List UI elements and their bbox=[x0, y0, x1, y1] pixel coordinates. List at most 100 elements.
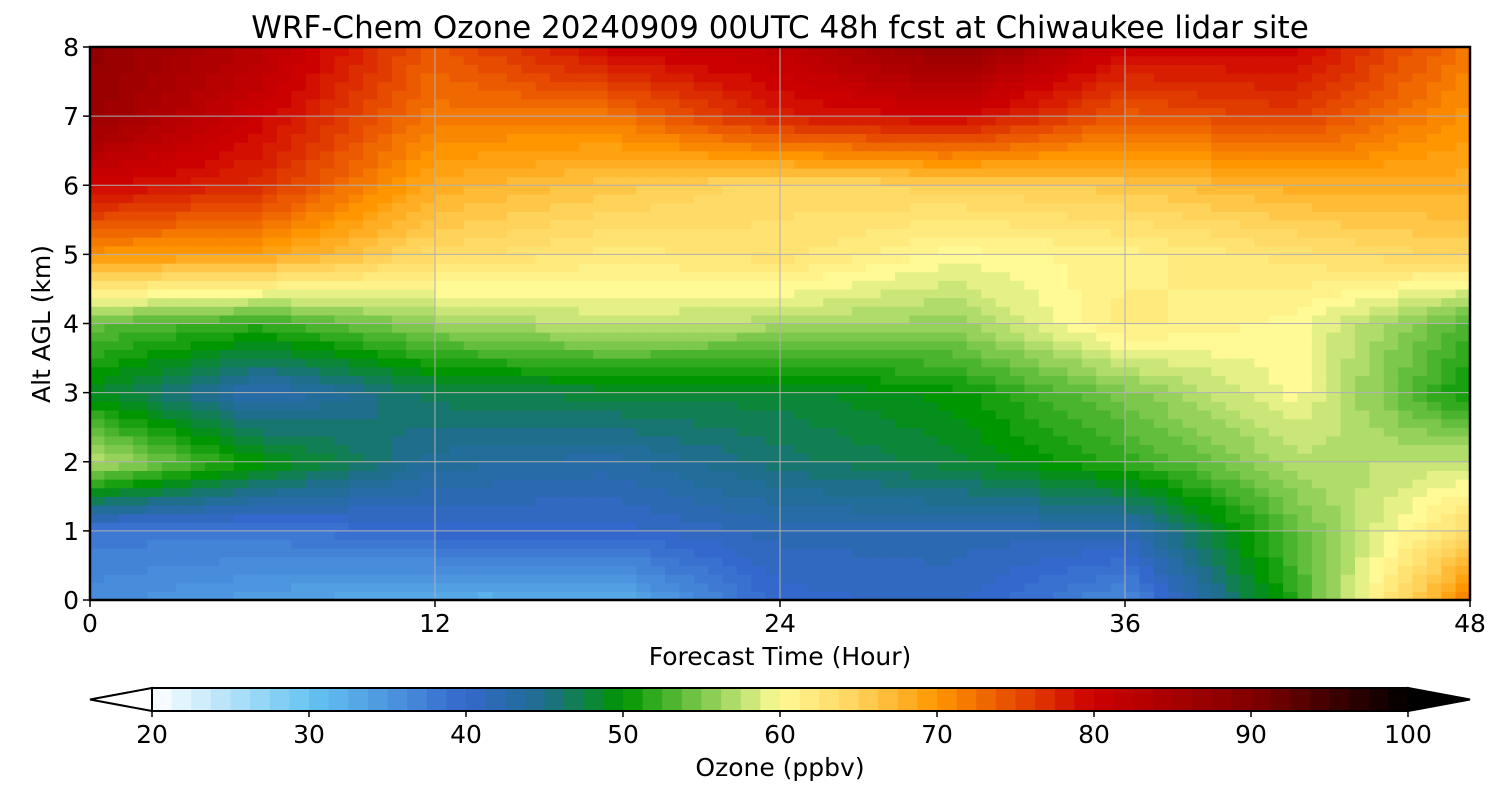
ozone-cell bbox=[334, 522, 350, 532]
ozone-cell bbox=[1182, 176, 1198, 186]
ozone-cell bbox=[118, 228, 134, 238]
ozone-cell bbox=[90, 556, 105, 567]
ozone-cell bbox=[478, 582, 494, 592]
ozone-cell bbox=[449, 349, 465, 359]
ozone-cell bbox=[837, 297, 853, 307]
ozone-cell bbox=[909, 150, 925, 160]
ozone-cell bbox=[334, 193, 350, 204]
ozone-cell bbox=[966, 409, 982, 420]
ozone-cell bbox=[995, 55, 1011, 65]
ozone-cell bbox=[736, 383, 752, 394]
ozone-cell bbox=[1096, 124, 1112, 135]
ozone-cell bbox=[1168, 539, 1184, 549]
ozone-cell bbox=[190, 383, 206, 394]
ozone-cell bbox=[147, 332, 163, 342]
ozone-cell bbox=[1067, 90, 1083, 100]
ozone-cell bbox=[118, 418, 134, 428]
ozone-cell bbox=[679, 418, 695, 428]
ozone-cell bbox=[420, 591, 436, 600]
ozone-cell bbox=[1067, 479, 1083, 489]
ozone-cell bbox=[679, 72, 695, 83]
ozone-cell bbox=[377, 263, 393, 273]
ozone-cell bbox=[506, 487, 522, 497]
ozone-cell bbox=[1081, 332, 1097, 342]
ozone-cell bbox=[219, 401, 235, 411]
ozone-cell bbox=[1081, 539, 1097, 549]
ozone-cell bbox=[880, 193, 896, 204]
ozone-cell bbox=[219, 444, 235, 454]
ozone-cell bbox=[133, 427, 149, 437]
ozone-cell bbox=[995, 185, 1011, 195]
ozone-cell bbox=[1067, 219, 1083, 230]
ozone-cell bbox=[981, 245, 997, 255]
ozone-cell bbox=[276, 237, 292, 247]
ozone-cell bbox=[966, 453, 982, 463]
ozone-cell bbox=[1081, 254, 1097, 264]
ozone-cell bbox=[248, 107, 264, 117]
ozone-cell bbox=[305, 539, 321, 549]
ozone-cell bbox=[636, 461, 652, 471]
ozone-cell bbox=[550, 211, 565, 221]
ozone-cell bbox=[377, 159, 393, 169]
ozone-cell bbox=[722, 591, 738, 600]
ozone-cell bbox=[952, 72, 968, 83]
ozone-cell bbox=[233, 358, 249, 368]
ozone-cell bbox=[348, 107, 364, 117]
ozone-cell bbox=[233, 530, 249, 541]
ozone-cell bbox=[923, 167, 939, 178]
ozone-cell bbox=[578, 332, 594, 342]
ozone-cell bbox=[262, 591, 278, 600]
ozone-cell bbox=[363, 81, 379, 91]
ozone-cell bbox=[708, 565, 724, 575]
ozone-cell bbox=[276, 582, 292, 592]
ozone-cell bbox=[866, 202, 882, 212]
ozone-cell bbox=[363, 409, 379, 420]
ozone-cell bbox=[1182, 392, 1198, 402]
ozone-cell bbox=[161, 64, 177, 74]
ozone-cell bbox=[1125, 349, 1140, 359]
ozone-cell bbox=[837, 124, 853, 135]
ozone-cell bbox=[679, 185, 695, 195]
ozone-cell bbox=[895, 142, 910, 152]
ozone-cell bbox=[636, 496, 652, 506]
ozone-cell bbox=[248, 323, 264, 333]
ozone-cell bbox=[478, 366, 494, 376]
ozone-cell bbox=[665, 211, 680, 221]
ozone-cell bbox=[895, 245, 910, 255]
ozone-cell bbox=[1125, 263, 1140, 273]
ozone-cell bbox=[205, 539, 220, 549]
ozone-cell bbox=[1024, 383, 1040, 394]
ozone-cell bbox=[363, 72, 379, 83]
ozone-cell bbox=[1010, 427, 1025, 437]
ozone-cell bbox=[952, 383, 968, 394]
ozone-cell bbox=[435, 582, 450, 592]
ozone-cell bbox=[161, 323, 177, 333]
ozone-cell bbox=[262, 522, 278, 532]
ozone-cell bbox=[391, 280, 407, 290]
ozone-cell bbox=[1053, 522, 1069, 532]
ozone-cell bbox=[607, 116, 623, 126]
ozone-cell bbox=[1081, 383, 1097, 394]
ozone-cell bbox=[1196, 90, 1212, 100]
ozone-cell bbox=[665, 392, 680, 402]
ozone-cell bbox=[851, 245, 867, 255]
ozone-cell bbox=[1096, 288, 1112, 299]
ozone-cell bbox=[636, 504, 652, 515]
ozone-cell bbox=[938, 349, 954, 359]
ozone-cell bbox=[104, 55, 120, 65]
ozone-cell bbox=[406, 427, 422, 437]
ozone-cell bbox=[320, 375, 335, 385]
ozone-cell bbox=[391, 358, 407, 368]
ozone-cell bbox=[780, 383, 795, 394]
ozone-cell bbox=[751, 271, 767, 281]
ozone-cell bbox=[693, 470, 709, 480]
ozone-cell bbox=[133, 565, 149, 575]
ozone-cell bbox=[521, 479, 537, 489]
ozone-cell bbox=[679, 358, 695, 368]
ozone-cell bbox=[636, 435, 652, 446]
ozone-cell bbox=[1067, 548, 1083, 558]
ozone-cell bbox=[1010, 98, 1025, 109]
ozone-cell bbox=[765, 479, 781, 489]
ozone-cell bbox=[866, 263, 882, 273]
ozone-cell bbox=[334, 55, 350, 65]
